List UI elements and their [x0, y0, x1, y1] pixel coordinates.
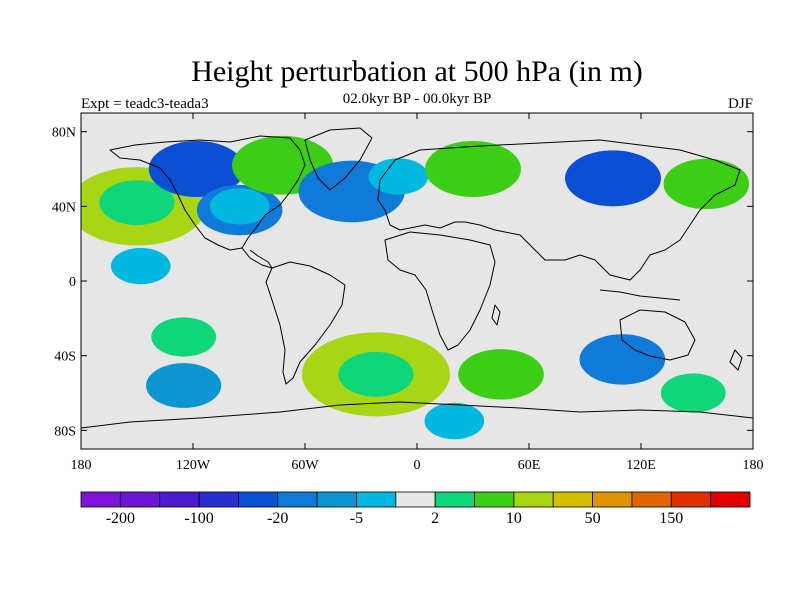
colorbar-swatch: [277, 491, 318, 508]
anomaly-13: [146, 363, 222, 408]
colorbar-swatch: [474, 491, 515, 508]
colorbar-swatch: [238, 491, 279, 508]
anomaly-12: [151, 317, 217, 357]
anomaly-17: [579, 334, 666, 385]
colorbar-swatch: [316, 491, 357, 508]
anomaly-4: [209, 188, 270, 225]
colorbar-label: 10: [506, 510, 522, 527]
axis-ticks: [80, 113, 754, 449]
colorbar-swatch: [356, 491, 397, 508]
colorbar-swatch: [395, 491, 436, 508]
anomaly-1: [99, 180, 175, 226]
anomaly-11: [110, 247, 171, 285]
colorbar-swatch: [710, 491, 751, 508]
coast-antarctica: [81, 401, 753, 429]
anomaly-16: [458, 349, 544, 400]
experiment-label: Expt = teadc3-teada3: [81, 96, 209, 112]
colorbar-labels: -200 -100 -20 -5 2 10 50 150: [106, 510, 684, 527]
colorbar-swatch: [513, 491, 554, 508]
coast-madagascar: [491, 304, 501, 326]
colorbar-swatch: [592, 491, 633, 508]
colorbar-label: -20: [267, 510, 288, 527]
coast-south-america: [265, 261, 346, 385]
coast-australia: [619, 309, 696, 361]
anomaly-19: [424, 402, 485, 440]
x-tick-label: 0: [414, 458, 421, 473]
y-tick-label: 0: [69, 275, 76, 290]
anomaly-layer: [81, 135, 750, 440]
colorbar-swatch: [552, 491, 593, 508]
x-tick-label: 180: [743, 458, 764, 473]
coast-indonesia: [599, 289, 681, 301]
y-tick-label: 80S: [54, 424, 76, 439]
coast-greenland: [304, 127, 373, 191]
anomaly-2: [148, 141, 245, 197]
colorbar-swatch: [119, 491, 161, 508]
season-label: DJF: [728, 96, 753, 112]
x-tick-label: 60W: [291, 458, 319, 473]
y-tick-label: 40N: [52, 200, 76, 215]
colorbar-label: -5: [350, 510, 363, 527]
anomaly-9: [565, 150, 661, 207]
y-tick-label: 80N: [52, 126, 76, 141]
y-tick-label: 40S: [54, 350, 76, 365]
coast-africa: [384, 231, 496, 351]
plot-title: Height perturbation at 500 hPa (in m): [191, 55, 643, 88]
anomaly-18: [660, 373, 726, 413]
colorbar-label: 150: [659, 510, 683, 527]
colorbar-swatch: [670, 491, 712, 508]
colorbar-swatch: [198, 491, 239, 508]
colorbar-swatch: [631, 491, 672, 508]
map-panel: [80, 112, 754, 450]
x-tick-label: 120E: [626, 458, 656, 473]
colorbar-label: 50: [585, 510, 601, 527]
anomaly-10: [663, 158, 750, 210]
coastline: [81, 127, 753, 429]
plot-subtitle: 02.0kyr BP - 00.0kyr BP: [343, 91, 492, 107]
coast-eurasia: [377, 139, 741, 281]
colorbar-swatch: [434, 491, 475, 508]
coast-north-america: [109, 135, 306, 251]
colorbar: [80, 491, 751, 508]
colorbar-swatch: [80, 491, 121, 508]
colorbar-label: -200: [106, 510, 135, 527]
y-tick-labels: 80N 40N 0 40S 80S: [52, 126, 76, 440]
x-tick-label: 60E: [518, 458, 541, 473]
x-tick-label: 120W: [176, 458, 211, 473]
x-tick-labels: 180 120W 60W 0 60E 120E 180: [71, 458, 764, 473]
anomaly-15: [338, 351, 414, 397]
colorbar-swatch: [159, 491, 200, 508]
x-tick-label: 180: [71, 458, 92, 473]
colorbar-label: -100: [184, 510, 213, 527]
colorbar-label: 2: [431, 510, 439, 527]
anomaly-8: [425, 141, 521, 197]
coast-new-zealand: [729, 349, 743, 371]
anomaly-7: [368, 158, 429, 195]
